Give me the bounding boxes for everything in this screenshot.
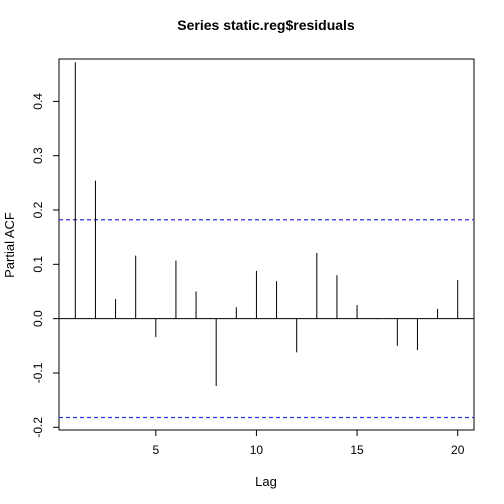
y-tick-label: -0.2: [31, 417, 45, 438]
plot-frame: [58, 58, 475, 431]
y-tick-label: 0.3: [31, 147, 45, 164]
x-tick-label: 5: [152, 443, 159, 457]
x-axis: 5 10 15 20: [152, 430, 465, 457]
y-tick-label: -0.1: [31, 362, 45, 383]
x-tick-label: 10: [250, 443, 264, 457]
plot-marks: [59, 62, 474, 419]
x-axis-label: Lag: [255, 474, 277, 489]
y-tick-label: 0.0: [31, 310, 45, 327]
y-tick-label: 0.2: [31, 201, 45, 218]
x-tick-label: 20: [451, 443, 465, 457]
y-axis-label: Partial ACF: [2, 212, 17, 278]
chart-title: Series static.reg$residuals: [177, 17, 355, 33]
y-tick-label: 0.1: [31, 256, 45, 273]
y-axis: -0.2 -0.1 0.0 0.1 0.2 0.3 0.4: [31, 93, 59, 438]
x-tick-label: 15: [350, 443, 364, 457]
y-tick-label: 0.4: [31, 93, 45, 110]
